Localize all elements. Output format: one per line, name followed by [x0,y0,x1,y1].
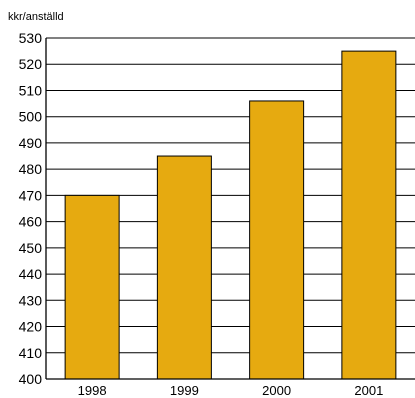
y-tick-label: 500 [19,109,43,125]
y-tick-label: 480 [19,161,43,177]
bar-2000 [249,100,305,380]
y-tick-label: 510 [19,82,43,98]
y-tick-label: 530 [19,30,43,46]
y-tick-label: 450 [19,240,43,256]
bar-1999 [156,155,212,380]
y-axis-unit-label: kkr/anställd [8,11,64,23]
x-tick-label: 1999 [170,383,199,398]
y-tick-labels: 400 410 420 430 440 450 460 470 480 490 500 510 520 5… [19,30,43,387]
bars [64,50,397,380]
x-tick-label: 1998 [78,383,107,398]
y-tick-label: 420 [19,319,43,335]
bar-2001 [341,50,397,380]
bar-1998 [64,194,120,380]
x-tick-labels: 1998 1999 2000 2001 [78,383,384,398]
y-tick-label: 430 [19,292,43,308]
y-tick-label: 410 [19,345,43,361]
y-tick-label: 470 [19,187,43,203]
x-tick-label: 2001 [354,383,383,398]
y-tick-label: 400 [19,371,43,387]
x-tick-label: 2000 [262,383,291,398]
y-tick-label: 460 [19,214,43,230]
y-tick-label: 490 [19,135,43,151]
y-tick-label: 440 [19,266,43,282]
y-tick-label: 520 [19,56,43,72]
